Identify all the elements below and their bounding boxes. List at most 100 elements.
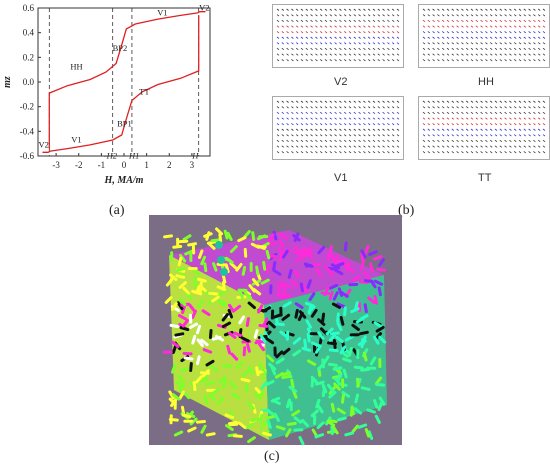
spin-arrow bbox=[367, 47, 371, 51]
spin-arrow bbox=[456, 117, 459, 120]
spin-arrow bbox=[295, 8, 299, 11]
spin-arrow bbox=[237, 421, 247, 429]
spin-arrow bbox=[323, 265, 332, 273]
spin-arrow bbox=[377, 258, 385, 267]
spin-arrow bbox=[203, 394, 209, 405]
spin-arrow bbox=[489, 42, 493, 45]
spin-arrow bbox=[537, 123, 541, 126]
spin-arrow bbox=[339, 14, 342, 17]
spin-arrow bbox=[334, 134, 337, 137]
spin-arrow bbox=[319, 117, 323, 120]
spin-arrow bbox=[441, 19, 445, 23]
spin-arrow bbox=[310, 53, 313, 56]
spin-arrow bbox=[305, 117, 309, 120]
spin-arrow bbox=[348, 19, 352, 23]
spin-arrow bbox=[542, 25, 546, 28]
spin-arrow bbox=[382, 100, 385, 103]
spin-arrow bbox=[533, 42, 536, 45]
spin-arrow bbox=[315, 134, 318, 137]
spin-arrow bbox=[509, 139, 512, 143]
spin-arrow bbox=[489, 151, 493, 154]
spin-arrow bbox=[391, 145, 395, 148]
spin-arrow bbox=[168, 390, 175, 400]
spin-arrow bbox=[305, 134, 309, 137]
spin-arrow bbox=[475, 31, 479, 34]
spin-arrow bbox=[422, 14, 426, 17]
spin-arrow bbox=[255, 339, 266, 344]
spin-arrow bbox=[427, 42, 431, 45]
spin-arrow bbox=[372, 111, 376, 115]
spin-arrow bbox=[422, 19, 426, 23]
spin-arrow bbox=[367, 134, 371, 137]
spin-arrow bbox=[281, 117, 285, 120]
spin-arrow bbox=[456, 53, 459, 56]
spin-arrow bbox=[470, 53, 474, 56]
spin-arrow bbox=[396, 106, 400, 109]
spin-arrow bbox=[169, 273, 178, 281]
spin-arrow bbox=[494, 19, 498, 23]
spin-arrow bbox=[422, 59, 426, 62]
spin-arrow bbox=[300, 19, 304, 23]
spin-arrow bbox=[513, 19, 517, 23]
spin-arrow bbox=[324, 117, 328, 120]
spin-arrow bbox=[250, 417, 261, 423]
spin-arrow bbox=[295, 128, 299, 131]
spin-arrow bbox=[315, 25, 318, 28]
spin-arrow bbox=[432, 134, 435, 137]
spin-arrow bbox=[276, 19, 280, 23]
spin-arrow bbox=[199, 281, 203, 292]
spin-arrow bbox=[494, 8, 498, 11]
spin-arrow bbox=[315, 267, 322, 277]
spin-arrow bbox=[286, 42, 289, 45]
spin-arrow bbox=[465, 128, 469, 131]
spin-arrow bbox=[387, 25, 390, 28]
spin-arrow bbox=[290, 378, 295, 389]
spin-arrow bbox=[276, 25, 280, 28]
spin-arrow bbox=[324, 31, 328, 34]
spin-arrow bbox=[374, 376, 383, 386]
spin-arrow bbox=[367, 59, 371, 62]
spin-arrow bbox=[310, 106, 313, 109]
spin-arrow bbox=[504, 134, 507, 137]
spin-arrow bbox=[499, 47, 503, 51]
spin-arrow bbox=[343, 25, 347, 28]
spin-arrow bbox=[315, 398, 321, 409]
spin-arrow bbox=[281, 8, 285, 11]
spin-arrow bbox=[336, 407, 346, 415]
spin-arrow bbox=[329, 53, 333, 56]
spin-arrow bbox=[489, 123, 493, 126]
spin-arrow bbox=[324, 19, 328, 23]
spin-arrow bbox=[358, 106, 361, 109]
spin-arrow bbox=[319, 47, 323, 51]
spin-arrow bbox=[480, 117, 483, 120]
spin-arrow bbox=[489, 111, 493, 115]
spin-arrow bbox=[191, 309, 197, 320]
spin-arrow bbox=[362, 351, 368, 362]
spin-arrow bbox=[291, 123, 294, 126]
spin-arrow bbox=[499, 123, 503, 126]
spin-arrow bbox=[465, 42, 469, 45]
spin-arrow bbox=[281, 371, 292, 377]
spin-arrow bbox=[305, 145, 309, 148]
spin-arrow bbox=[509, 100, 512, 103]
spin-arrow bbox=[378, 335, 387, 344]
spin-arrow bbox=[305, 8, 309, 11]
spin-arrow bbox=[427, 151, 431, 154]
spin-arrow bbox=[257, 304, 264, 314]
spin-arrow bbox=[339, 42, 342, 45]
spin-arrow bbox=[332, 291, 339, 301]
caption-b: (b) bbox=[398, 203, 415, 218]
spin-arrow bbox=[310, 42, 313, 45]
spin-arrow bbox=[509, 145, 512, 148]
spin-arrow bbox=[367, 36, 371, 39]
spin-arrow bbox=[499, 106, 503, 109]
spin-arrow bbox=[480, 14, 483, 17]
spin-arrow bbox=[422, 31, 426, 34]
spin-arrow bbox=[173, 430, 184, 437]
spin-arrow bbox=[291, 53, 294, 56]
spin-arrow bbox=[523, 25, 527, 28]
spin-arrow bbox=[523, 8, 527, 11]
spin-arrow bbox=[262, 431, 272, 437]
spin-arrow bbox=[533, 145, 536, 148]
spin-arrow bbox=[382, 47, 385, 51]
